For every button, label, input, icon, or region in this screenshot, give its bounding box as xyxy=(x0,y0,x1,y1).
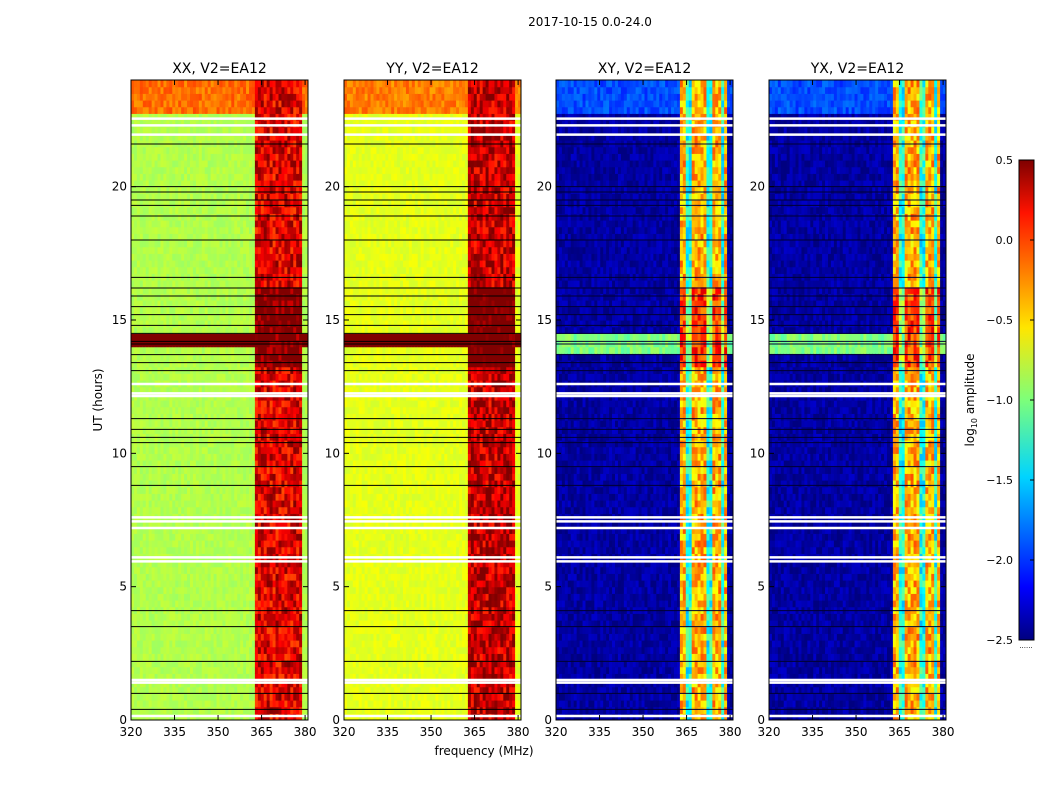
y-tick-label: 20 xyxy=(750,180,765,194)
x-tick-label: 350 xyxy=(632,725,655,739)
x-tick-label: 365 xyxy=(888,725,911,739)
panel-xx: XX, V2=EA12 320 335 350 365 380 0 5 10 15 20 xyxy=(112,61,317,739)
colorbar-tick-label: −2.5 xyxy=(986,634,1013,647)
colorbar-tick-label: 0.5 xyxy=(996,154,1014,167)
y-tick-label: 15 xyxy=(112,313,127,327)
panel-frame xyxy=(768,79,947,721)
y-tick-label: 10 xyxy=(112,446,127,460)
y-tick-label: 20 xyxy=(325,180,340,194)
y-tick-label: 0 xyxy=(119,713,127,727)
x-tick-label: 350 xyxy=(845,725,868,739)
heatmap-image xyxy=(344,80,521,720)
panel-yx: YX, V2=EA12 320 335 350 365 380 0 5 10 15 20 xyxy=(750,61,955,739)
x-tick-label: 380 xyxy=(932,725,955,739)
y-tick-label: 15 xyxy=(537,313,552,327)
x-tick-label: 365 xyxy=(250,725,273,739)
x-tick-label: 320 xyxy=(120,725,143,739)
y-tick-label: 0 xyxy=(757,713,765,727)
x-axis-label: frequency (MHz) xyxy=(434,744,533,758)
panel-title: XY, V2=EA12 xyxy=(598,61,692,77)
x-tick-label: 320 xyxy=(758,725,781,739)
colorbar-tick-label: −1.5 xyxy=(986,474,1013,487)
panel-yy: YY, V2=EA12 320 335 350 365 380 0 5 10 15 20 xyxy=(325,61,530,739)
colorbar-extra-label: ...... xyxy=(1019,642,1032,650)
x-tick-label: 380 xyxy=(719,725,742,739)
panel-frame xyxy=(343,79,522,721)
y-tick-label: 5 xyxy=(119,580,127,594)
x-tick-label: 335 xyxy=(588,725,611,739)
x-tick-label: 350 xyxy=(207,725,230,739)
panel-title: XX, V2=EA12 xyxy=(172,61,267,77)
y-tick-label: 0 xyxy=(332,713,340,727)
x-tick-label: 350 xyxy=(420,725,443,739)
x-tick-label: 365 xyxy=(463,725,486,739)
x-tick-label: 320 xyxy=(333,725,356,739)
y-tick-label: 15 xyxy=(750,313,765,327)
panel-frame xyxy=(555,79,734,721)
y-tick-label: 10 xyxy=(537,446,552,460)
y-tick-label: 5 xyxy=(757,580,765,594)
panel-xy: XY, V2=EA12 320 335 350 365 380 0 5 10 15 20 xyxy=(537,61,742,739)
colorbar-tick-label: −0.5 xyxy=(986,314,1013,327)
colorbar-label: log10 amplitude xyxy=(963,354,979,447)
heatmap-image xyxy=(131,80,308,720)
colorbar-tick-label: 0.0 xyxy=(996,234,1014,247)
colorbar-label-main: log xyxy=(963,428,977,446)
colorbar-tick-label: −2.0 xyxy=(986,554,1013,567)
figure-suptitle: 2017-10-15 0.0-24.0 xyxy=(528,15,652,29)
x-tick-label: 320 xyxy=(545,725,568,739)
y-tick-label: 5 xyxy=(544,580,552,594)
x-tick-label: 335 xyxy=(801,725,824,739)
y-tick-label: 10 xyxy=(325,446,340,460)
colorbar-ticks: 0.5 0.0 −0.5 −1.0 −1.5 −2.0 −2.5 xyxy=(986,154,1034,647)
heatmap-image xyxy=(769,80,946,720)
y-axis-label: UT (hours) xyxy=(91,368,105,431)
y-tick-label: 10 xyxy=(750,446,765,460)
x-tick-label: 380 xyxy=(294,725,317,739)
y-tick-label: 5 xyxy=(332,580,340,594)
x-tick-label: 335 xyxy=(163,725,186,739)
y-tick-label: 0 xyxy=(544,713,552,727)
x-tick-label: 365 xyxy=(675,725,698,739)
y-tick-label: 20 xyxy=(112,180,127,194)
colorbar: 0.5 0.0 −0.5 −1.0 −1.5 −2.0 −2.5 log10 amplitu… xyxy=(963,154,1035,650)
y-tick-label: 20 xyxy=(537,180,552,194)
heatmap-image xyxy=(556,80,733,720)
colorbar-label-rest: amplitude xyxy=(963,354,977,418)
x-tick-label: 380 xyxy=(507,725,530,739)
x-tick-label: 335 xyxy=(376,725,399,739)
colorbar-label-sub: 10 xyxy=(970,418,979,428)
panel-title: YX, V2=EA12 xyxy=(810,61,905,77)
panel-frame xyxy=(130,79,309,721)
colorbar-tick-label: −1.0 xyxy=(986,394,1013,407)
panel-title: YY, V2=EA12 xyxy=(385,61,478,77)
y-tick-label: 15 xyxy=(325,313,340,327)
